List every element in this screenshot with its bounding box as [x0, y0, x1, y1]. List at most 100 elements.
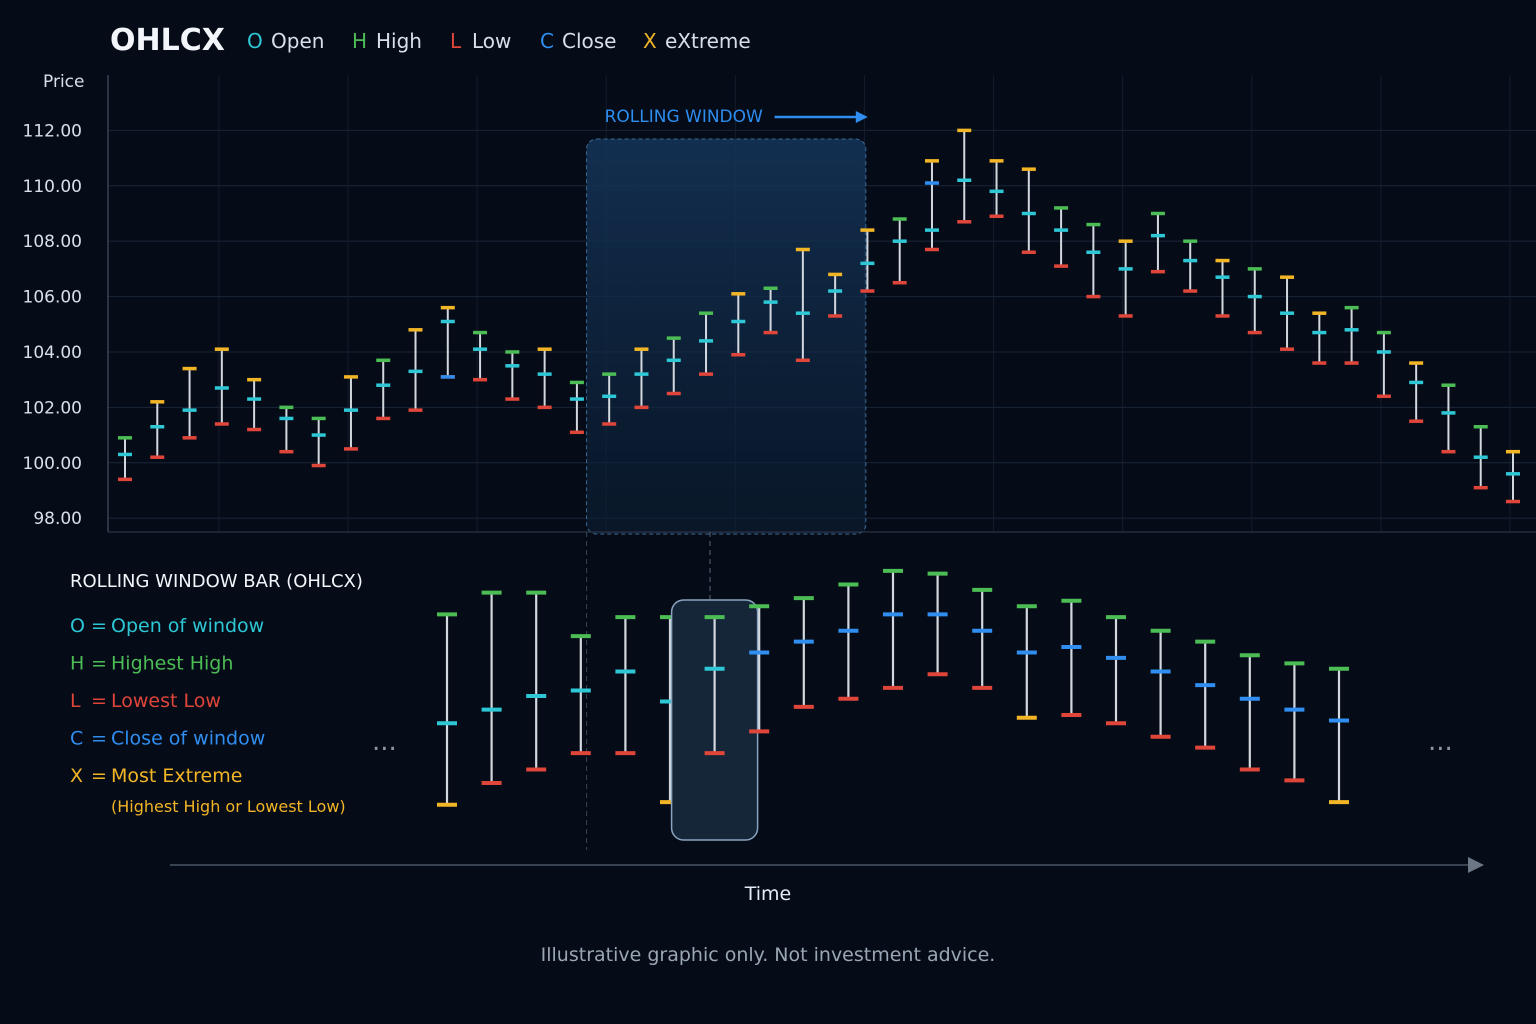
y-tick-label: 106.00 — [23, 288, 82, 308]
rolling-bar — [1239, 653, 1260, 772]
definition-equals: = — [91, 765, 107, 787]
price-bar — [763, 286, 778, 335]
window-connector — [586, 532, 711, 850]
price-bar — [182, 366, 197, 440]
rolling-bar — [883, 568, 903, 690]
price-bar — [1118, 239, 1133, 318]
price-bar — [795, 247, 810, 363]
rolling-bar — [437, 612, 457, 807]
price-bar — [828, 272, 843, 318]
y-axis-label: Price — [43, 72, 84, 92]
rolling-bar — [570, 634, 591, 756]
price-bar — [989, 159, 1004, 219]
price-bar — [731, 292, 746, 357]
legend-key-open: O — [247, 29, 263, 53]
definition-key: O — [70, 615, 85, 637]
legend-label-open: Open — [271, 29, 324, 53]
definition-key: X — [70, 765, 83, 787]
price-bar — [569, 380, 584, 435]
rolling-bar — [793, 596, 814, 709]
legend-label-extreme: eXtreme — [665, 29, 751, 53]
price-bar — [1054, 206, 1069, 268]
price-bar — [1247, 267, 1262, 335]
y-tick-label: 98.00 — [33, 509, 82, 529]
rolling-bar — [1329, 666, 1349, 805]
price-bar — [1150, 211, 1165, 274]
price-bar — [247, 377, 262, 432]
price-bar — [505, 350, 520, 401]
rolling-bar — [972, 587, 993, 690]
disclaimer: Illustrative graphic only. Not investmen… — [541, 944, 996, 966]
definition-text: Open of window — [111, 615, 264, 637]
definition-equals: = — [91, 690, 107, 712]
rolling-bar — [1195, 639, 1216, 750]
definition-text: Most Extreme — [111, 765, 242, 787]
price-axis: Price 112.00 110.00 108.00 106.00 104.00 102.… — [23, 72, 1536, 533]
rolling-window-box — [586, 138, 867, 535]
ellipsis-left: ... — [372, 727, 397, 757]
rolling-bar — [1150, 628, 1171, 739]
price-bar — [957, 128, 972, 224]
price-bar — [1409, 361, 1424, 423]
price-bar — [408, 328, 423, 412]
rolling-bar — [838, 582, 859, 701]
definition-key: H — [70, 653, 84, 675]
definition-equals: = — [91, 615, 107, 637]
price-bar — [214, 347, 229, 426]
price-bar — [311, 416, 326, 468]
price-bar — [892, 217, 907, 285]
legend-label-low: Low — [472, 29, 511, 53]
rolling-bar — [1106, 615, 1126, 726]
rolling-window: ROLLING WINDOW — [586, 107, 868, 535]
price-bar — [602, 372, 617, 426]
ellipsis-right: ... — [1428, 727, 1453, 757]
price-bar — [666, 336, 681, 396]
price-bar — [343, 375, 358, 451]
rolling-bar — [670, 599, 759, 841]
price-bar — [1376, 330, 1391, 399]
y-tick-label: 112.00 — [23, 121, 82, 141]
legend-key-close: C — [540, 29, 554, 53]
price-bar — [634, 347, 649, 410]
price-bar — [699, 311, 714, 376]
price-bar — [1312, 311, 1327, 365]
time-axis: Time — [170, 857, 1484, 905]
price-bar — [1086, 222, 1101, 299]
definition-key: L — [70, 690, 81, 712]
rolling-bar — [526, 590, 547, 772]
price-bar — [440, 305, 455, 379]
price-bar — [1021, 167, 1036, 255]
price-bars — [118, 128, 1520, 504]
rolling-window-label: ROLLING WINDOW — [605, 107, 763, 127]
definition-text: Lowest Low — [111, 690, 221, 712]
definitions-title: ROLLING WINDOW BAR (OHLCX) — [70, 571, 363, 592]
legend-key-high: H — [352, 29, 367, 53]
legend-title: OHLCX — [110, 23, 225, 58]
definition-text: Highest High — [111, 653, 233, 675]
y-tick-label: 110.00 — [23, 177, 82, 197]
price-bar — [1280, 275, 1295, 351]
price-bar — [860, 228, 875, 293]
price-bar — [473, 330, 488, 382]
legend-key-extreme: X — [643, 29, 657, 53]
legend-key-low: L — [450, 29, 462, 53]
rolling-bar — [1061, 598, 1082, 718]
y-tick-label: 100.00 — [23, 454, 82, 474]
legend-label-high: High — [376, 29, 422, 53]
y-tick-label: 104.00 — [23, 343, 82, 363]
rolling-window-arrowhead-icon — [855, 111, 868, 123]
price-bar — [118, 436, 132, 482]
rolling-bar — [749, 604, 770, 734]
price-bar — [1441, 383, 1456, 454]
definition-equals: = — [91, 653, 107, 675]
definition-key: C — [70, 728, 83, 750]
price-bar — [1215, 258, 1230, 318]
legend: O Open H High L Low C Close X eXtreme — [247, 29, 751, 53]
time-axis-arrow-icon — [1468, 857, 1484, 873]
price-bar — [1506, 449, 1520, 504]
rolling-bar — [481, 590, 502, 786]
definition-equals: = — [91, 728, 107, 750]
legend-label-close: Close — [562, 29, 616, 53]
price-bar — [1344, 305, 1359, 365]
